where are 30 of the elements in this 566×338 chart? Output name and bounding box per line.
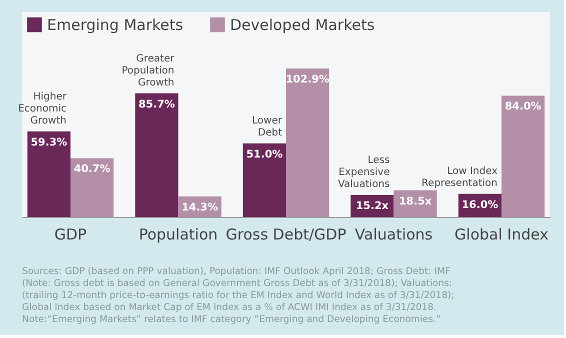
annotation: Greater Population Growth — [122, 53, 176, 88]
annotation: Low Index Representation — [422, 166, 498, 189]
x-tick-label: GDP — [54, 226, 87, 244]
bar — [242, 143, 286, 217]
data-label: 15.2x — [356, 200, 389, 212]
legend-label: Emerging Markets — [47, 16, 184, 34]
data-label: 40.7% — [74, 163, 111, 176]
annotation: Less Expensive Valuations — [338, 155, 390, 190]
data-label: 85.7% — [138, 98, 176, 110]
data-label: 14.3% — [182, 201, 218, 214]
bar — [27, 131, 70, 217]
bar — [135, 93, 178, 217]
annotation: Higher Economic Growth — [18, 91, 68, 126]
data-label: 102.9% — [286, 73, 330, 86]
source-note: Sources: GDP (based on PPP valuation), Population: IMF Outlook April 2018; Gross Debt: IMF (Note: Gross debt is based on General Government Gross Debt as of 3/31/2018); Valuations: (trailing 12-month price-to-earnings ratio for the EM Index and World Index as of 3/31/2018); Global Index based on Market Cap of EM Index as a % of ACWI IMI Index as of 3/31/2018. — [22, 266, 454, 313]
bar — [286, 68, 330, 217]
bar — [70, 158, 114, 217]
x-tick-label: Population — [138, 226, 218, 244]
x-tick-label: Global Index — [454, 226, 549, 244]
x-tick-label: Valuations — [354, 226, 433, 244]
x-tick-label: Gross Debt/GDP — [226, 226, 346, 244]
bar — [502, 96, 545, 217]
data-label: 16.0% — [462, 198, 499, 211]
data-label: 59.3% — [30, 136, 68, 148]
data-label: 18.5x — [398, 195, 432, 208]
data-label: 51.0% — [246, 148, 284, 160]
annotation: Lower Debt — [252, 115, 283, 138]
text: Note:“Emerging Markets” relates to IMF category “Emerging and Developing Economies.” — [22, 314, 441, 325]
data-label: 84.0% — [504, 100, 542, 113]
legend-label: Developed Markets — [230, 16, 375, 34]
